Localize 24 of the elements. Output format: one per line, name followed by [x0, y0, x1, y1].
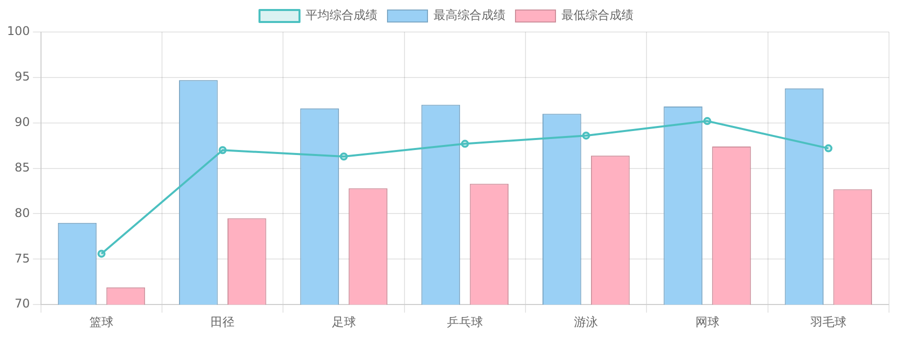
y-tick-label: 100: [7, 24, 30, 38]
point: [824, 144, 832, 152]
x-tick-label: 足球: [332, 314, 356, 329]
point: [340, 152, 348, 160]
y-tick-label: 85: [14, 160, 30, 174]
y-tick-label: 95: [14, 70, 30, 84]
y-tick-label: 75: [14, 251, 30, 266]
legend-label: 平均综合成绩: [306, 8, 378, 22]
point: [703, 117, 712, 126]
point: [460, 140, 469, 148]
point: [97, 250, 106, 258]
x-tick-label: 游泳: [574, 314, 598, 329]
x-tick-label: 乒乓球: [446, 314, 483, 329]
x-tick-label: 篮球: [89, 314, 114, 329]
legend-label: 最低综合成绩: [562, 8, 634, 22]
point: [582, 132, 590, 140]
x-tick-label: 网球: [695, 314, 720, 329]
x-tick-label: 羽毛球: [809, 314, 846, 329]
x-tick-label: 田径: [210, 314, 235, 329]
point: [218, 146, 227, 154]
legend-label: 最高综合成绩: [434, 8, 506, 22]
y-tick-label: 80: [14, 206, 30, 220]
y-tick-label: 90: [14, 114, 30, 129]
y-tick-label: 70: [14, 296, 30, 311]
